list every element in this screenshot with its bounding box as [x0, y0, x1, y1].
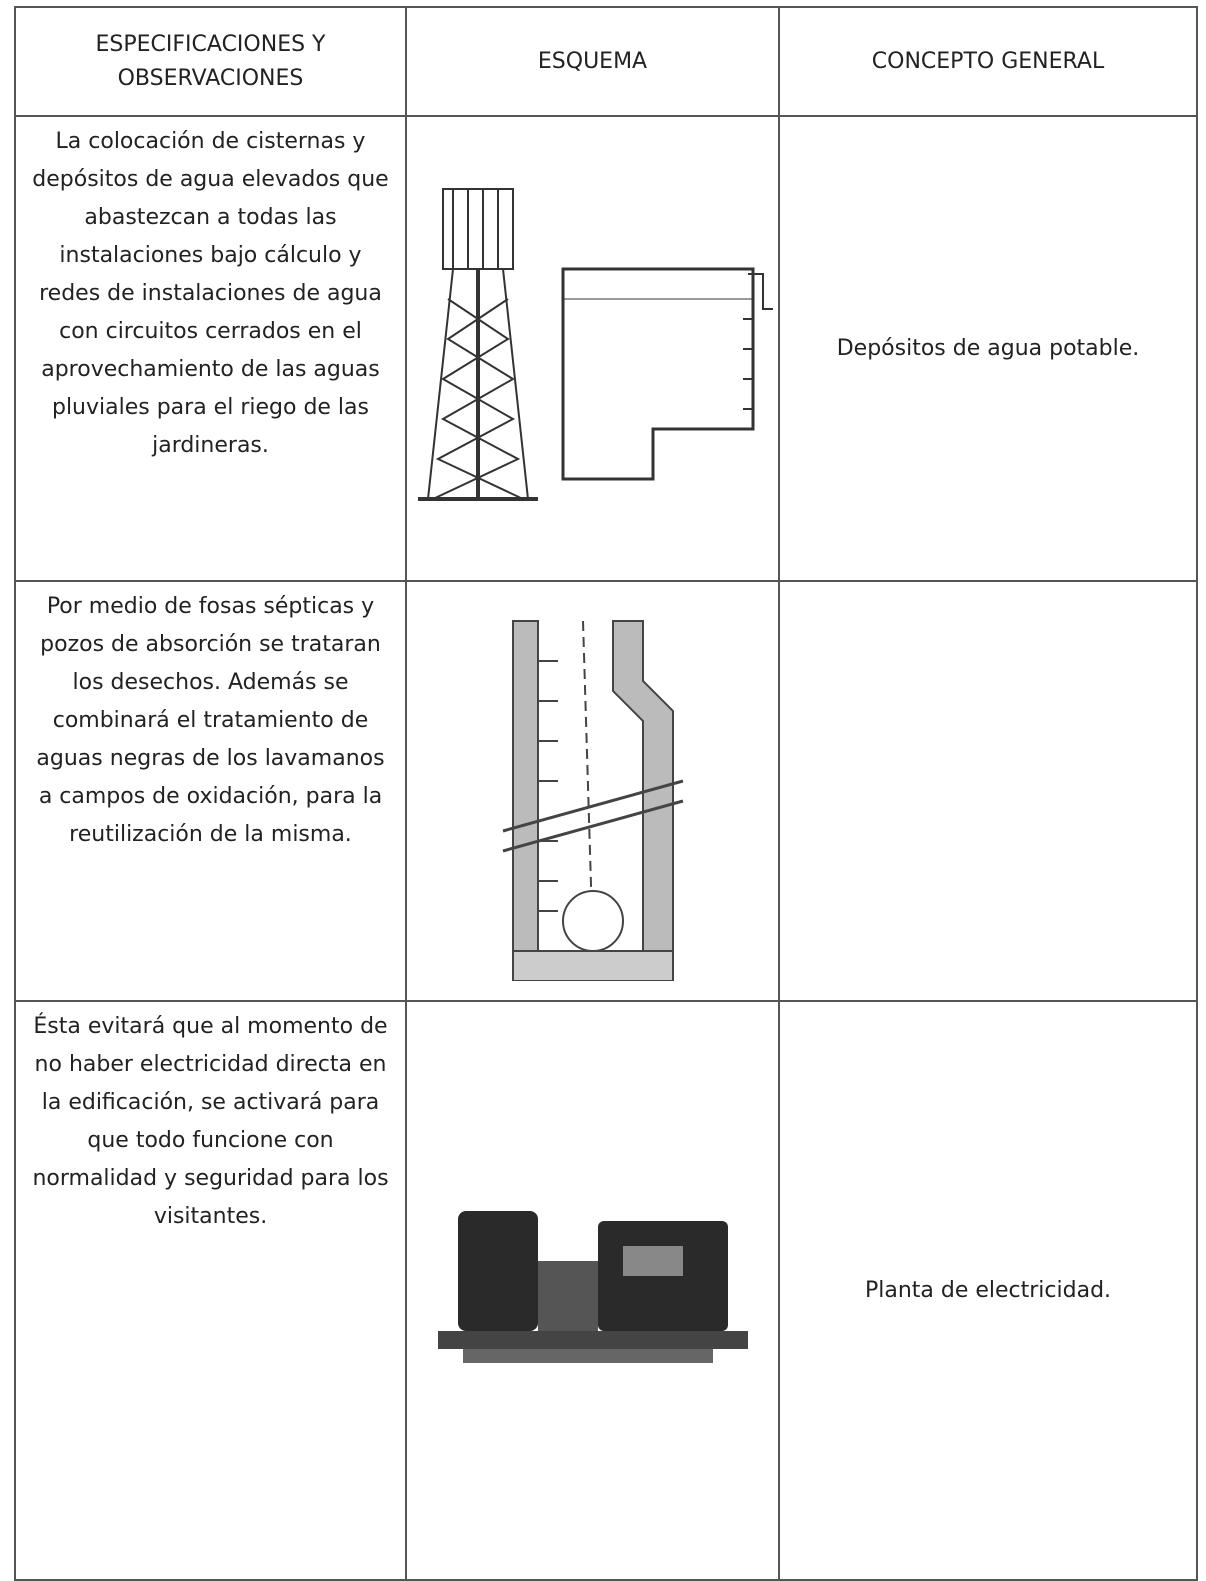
spec-cell: Por medio de fosas sépticas y pozos de a…: [14, 580, 407, 1002]
schema-cell: [405, 580, 780, 1002]
header-cell: ESPECIFICACIONES Y OBSERVACIONES: [14, 6, 407, 117]
concept-text: Planta de electricidad.: [864, 1278, 1112, 1303]
schema-cell: [405, 115, 780, 582]
header-text: ESPECIFICACIONES Y OBSERVACIONES: [95, 31, 326, 91]
spec-text: La colocación de cisternas y depósitos d…: [32, 129, 389, 458]
generator-sketch: [437, 1210, 748, 1363]
spec-text: Ésta evitará que al momento de no haber …: [32, 1014, 389, 1229]
header-text: CONCEPTO GENERAL: [871, 48, 1105, 74]
header-cell: ESQUEMA: [405, 6, 780, 117]
header-cell: CONCEPTO GENERAL: [778, 6, 1198, 117]
spec-cell: La colocación de cisternas y depósitos d…: [14, 115, 407, 582]
concept-cell: Planta de electricidad.: [778, 1000, 1198, 1581]
spec-cell: Ésta evitará que al momento de no haber …: [14, 1000, 407, 1581]
concept-cell: Depósitos de agua potable.: [778, 115, 1198, 582]
concept-text: Depósitos de agua potable.: [836, 336, 1140, 361]
water-tank-sketch: [417, 187, 773, 501]
schema-cell: [405, 1000, 780, 1581]
septic-sketch: [502, 620, 683, 981]
header-text: ESQUEMA: [537, 48, 648, 74]
spec-text: Por medio de fosas sépticas y pozos de a…: [36, 594, 385, 847]
concept-cell: [778, 580, 1198, 1002]
